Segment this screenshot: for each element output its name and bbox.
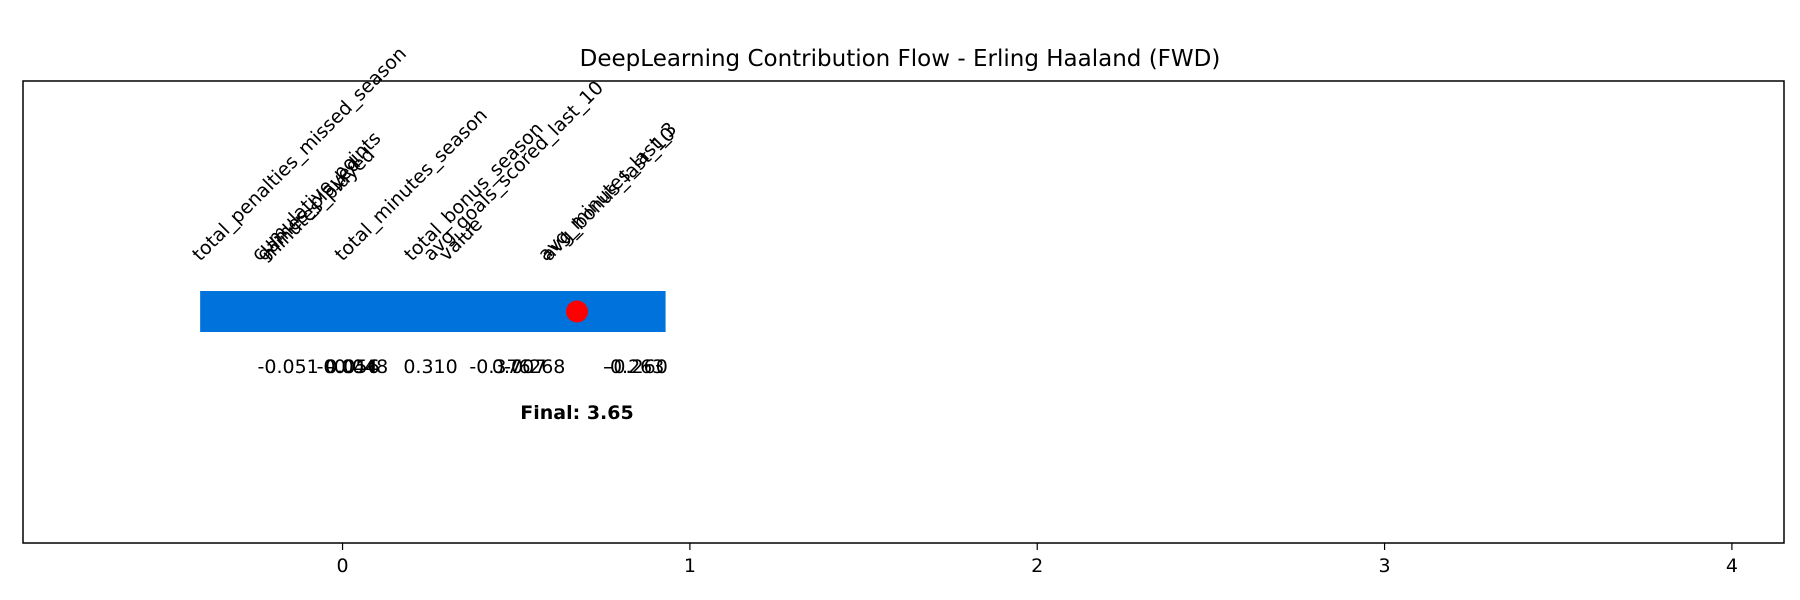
feature-value-label: -0.051 <box>258 356 319 378</box>
x-tick-label: 0 <box>337 555 349 577</box>
feature-value-label: -0.044 <box>317 356 378 378</box>
feature-value-label: -0.260 <box>607 356 668 378</box>
feature-label: avg_bonus_last_10 <box>537 123 680 266</box>
feature-value-label: -0.263 <box>603 356 664 378</box>
feature-value-label: -0.376 <box>469 356 530 378</box>
x-tick-label: 1 <box>684 555 696 577</box>
feature-value-label: -0.268 <box>504 356 565 378</box>
final-value-label: Final: 3.65 <box>520 402 633 424</box>
final-value-marker <box>566 300 589 323</box>
x-tick-label: 2 <box>1031 555 1043 577</box>
x-tick-label: 4 <box>1726 555 1738 577</box>
chart-title: DeepLearning Contribution Flow - Erling … <box>580 46 1221 72</box>
feature-value-label: 0.056 <box>325 356 379 378</box>
feature-value-label: 0.707 <box>492 356 546 378</box>
contribution-bar <box>200 291 666 332</box>
plot-frame <box>22 80 1785 544</box>
x-tick-label: 3 <box>1379 555 1391 577</box>
feature-value-label: 0.310 <box>403 356 457 378</box>
feature-label: total_bonus_season <box>400 118 548 266</box>
feature-value-label: -0.048 <box>327 356 388 378</box>
